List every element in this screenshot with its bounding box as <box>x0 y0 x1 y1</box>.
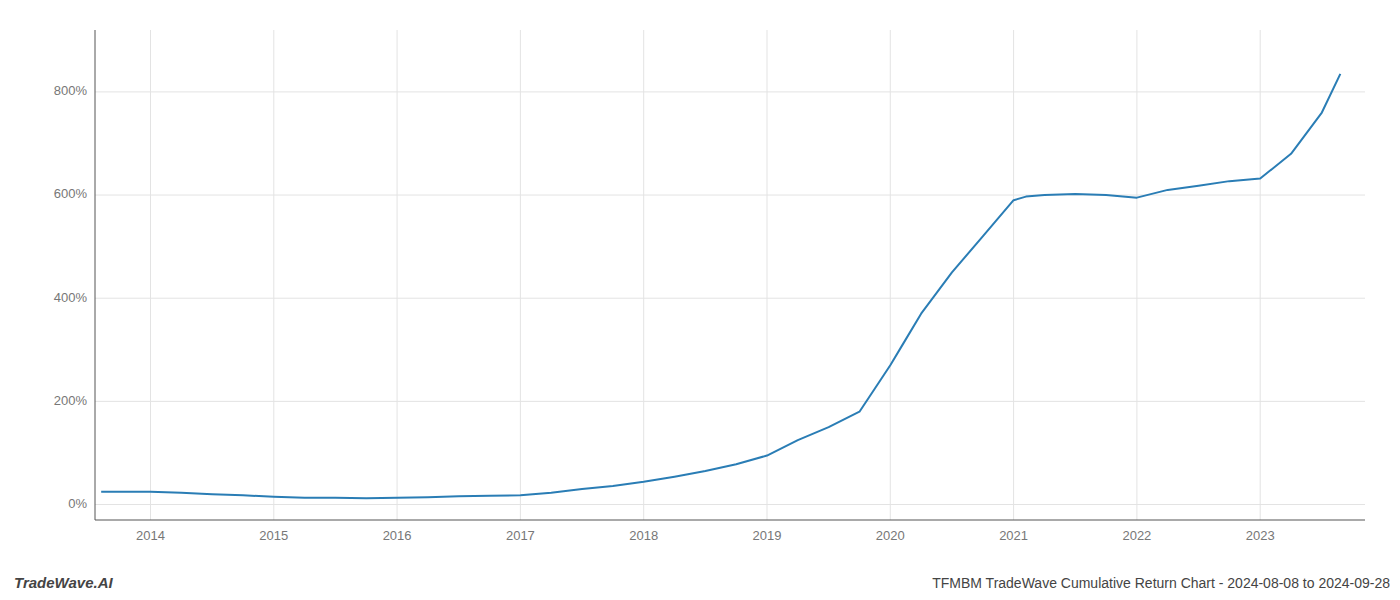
title: TFMBM TradeWave Cumulative Return Chart … <box>932 575 1390 591</box>
y-tick-label: 0% <box>68 496 87 511</box>
x-tick-label: 2017 <box>506 528 535 543</box>
x-tick-label: 2021 <box>999 528 1028 543</box>
y-grid-line <box>95 298 1365 299</box>
x-grid-line <box>1013 30 1014 520</box>
x-tick-label: 2018 <box>629 528 658 543</box>
x-grid-line <box>397 30 398 520</box>
y-grid-line <box>95 91 1365 92</box>
x-grid-line <box>520 30 521 520</box>
x-grid-line <box>1260 30 1261 520</box>
x-tick-label: 2019 <box>753 528 782 543</box>
chart-svg: 0% 200% 400% 600% 800% 2014 2015 2016 2017 2018 20… <box>0 0 1400 600</box>
x-grid-line <box>766 30 767 520</box>
x-tick-label: 2023 <box>1246 528 1275 543</box>
line <box>101 74 1340 499</box>
plot-area <box>101 74 1340 499</box>
y-grid-line <box>95 195 1365 196</box>
x-grid-line <box>1136 30 1137 520</box>
x-tick-label: 2016 <box>383 528 412 543</box>
y-axis-line <box>95 30 96 520</box>
tick-labels: 0% 200% 400% 600% 800% 2014 2015 2016 2017 2018 20… <box>54 83 1275 543</box>
y-grid-line <box>95 504 1365 505</box>
y-tick-label: 600% <box>54 186 88 201</box>
x-grid-line <box>643 30 644 520</box>
chart-container: 0% 200% 400% 600% 800% 2014 2015 2016 2017 2018 20… <box>0 0 1400 600</box>
grid <box>95 30 1365 520</box>
x-grid-line <box>150 30 151 520</box>
y-tick-label: 200% <box>54 393 88 408</box>
x-tick-label: 2020 <box>876 528 905 543</box>
x-grid-line <box>890 30 891 520</box>
y-tick-label: 400% <box>54 290 88 305</box>
x-axis-line <box>95 520 1365 521</box>
x-grid-line <box>273 30 274 520</box>
y-tick-label: 800% <box>54 83 88 98</box>
x-tick-label: 2014 <box>136 528 165 543</box>
x-tick-label: 2022 <box>1122 528 1151 543</box>
watermark: TradeWave.AI <box>14 574 113 591</box>
x-tick-label: 2015 <box>259 528 288 543</box>
y-grid-line <box>95 401 1365 402</box>
